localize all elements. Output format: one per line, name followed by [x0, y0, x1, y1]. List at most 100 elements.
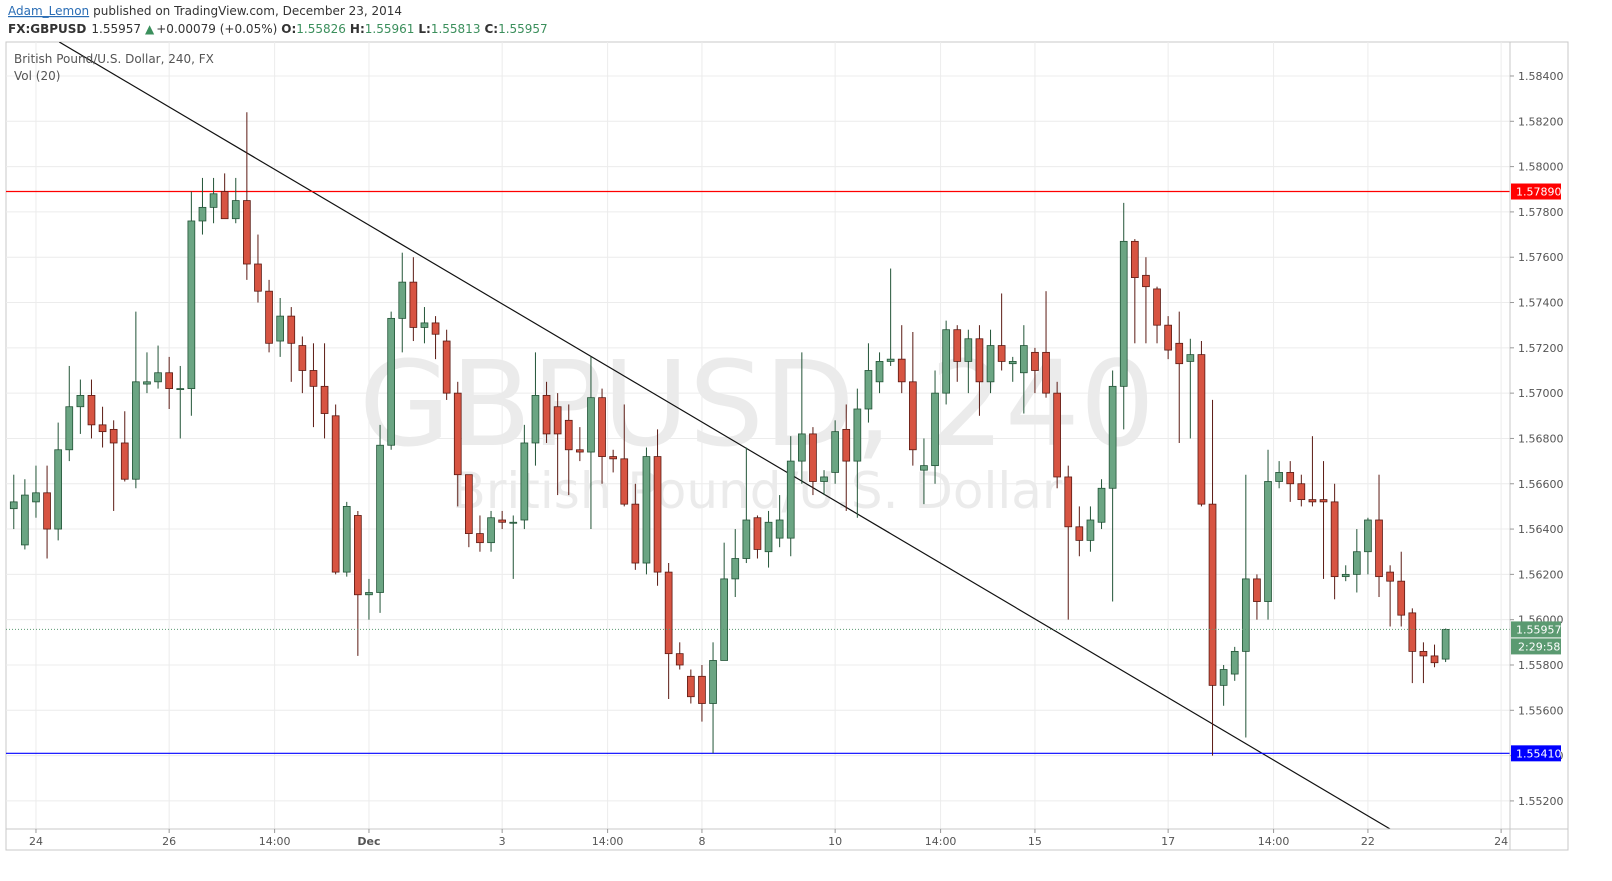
- y-tick-label: 1.58200: [1518, 115, 1564, 128]
- candle-body: [342, 506, 351, 573]
- ohlc-value: 1.55813: [431, 22, 481, 36]
- candle-body: [620, 458, 629, 505]
- candle-body: [931, 392, 939, 467]
- candle-body: [897, 358, 906, 383]
- x-tick-label: 14:00: [592, 835, 624, 848]
- y-tick-label: 1.56400: [1518, 523, 1564, 536]
- arrow: ▲: [145, 22, 155, 36]
- candle-body: [209, 193, 218, 208]
- watermark: British Pound/U.S. Dollar: [452, 462, 1063, 520]
- candle-body: [32, 492, 40, 503]
- candle-body: [1219, 669, 1228, 686]
- candle-body: [1319, 499, 1328, 503]
- candle-body: [476, 533, 484, 544]
- candle-body: [886, 358, 895, 362]
- candle-body: [354, 515, 362, 596]
- candle-body: [1019, 345, 1028, 374]
- candle-body: [1397, 580, 1406, 616]
- legend-title: British Pound/U.S. Dollar, 240, FX: [14, 52, 214, 66]
- candle-body: [875, 361, 884, 383]
- published: published on TradingView.com, December 2…: [93, 4, 402, 18]
- candle-body: [653, 456, 662, 573]
- candle-body: [498, 519, 506, 523]
- candle-body: [831, 431, 839, 473]
- y-tick-label: 1.57600: [1518, 251, 1564, 264]
- candle-body: [1341, 573, 1350, 578]
- candle-body: [1108, 385, 1117, 489]
- x-tick-label: 8: [698, 835, 705, 848]
- last-price-label: 1.55957: [1516, 623, 1562, 636]
- candle-body: [198, 206, 207, 222]
- candle-body: [387, 317, 395, 446]
- candle-body: [1441, 629, 1450, 660]
- ohlc-value: 1.55957: [498, 22, 548, 36]
- candle-body: [298, 345, 307, 371]
- candle-body: [853, 408, 862, 462]
- x-tick-label: 14:00: [259, 835, 291, 848]
- author[interactable]: Adam_Lemon: [8, 4, 89, 18]
- header-line-1: Adam_Lemon published on TradingView.com, …: [8, 4, 402, 18]
- candle-body: [376, 444, 384, 593]
- candle-body: [1286, 472, 1295, 485]
- grid: [6, 42, 1510, 829]
- candle-body: [287, 315, 296, 344]
- candle-body: [920, 465, 928, 471]
- candle-body: [1264, 481, 1272, 602]
- candle-body: [1364, 519, 1372, 553]
- x-tick-label: Dec: [357, 835, 380, 848]
- last-price-tag: [1511, 621, 1561, 638]
- candle-body: [1075, 526, 1084, 541]
- trendline: [58, 42, 1391, 829]
- candle-body: [1386, 571, 1394, 582]
- candle-body: [587, 397, 595, 453]
- candle-body: [109, 428, 118, 444]
- candle-body: [1031, 351, 1039, 371]
- x-tick-label: 17: [1161, 835, 1175, 848]
- candle-body: [87, 395, 96, 426]
- y-tick-label: 1.57800: [1518, 206, 1564, 219]
- x-tick-label: 26: [162, 835, 176, 848]
- candle-body: [154, 372, 162, 383]
- candle-body: [564, 419, 573, 451]
- candle-body: [576, 449, 584, 453]
- candle-body: [942, 329, 950, 394]
- candle-body: [1275, 472, 1283, 482]
- candle-body: [98, 424, 107, 433]
- candle-body: [54, 449, 63, 530]
- candle-body: [786, 460, 795, 539]
- candle-body: [1253, 578, 1261, 602]
- candle-body: [609, 456, 617, 460]
- candle-body: [631, 503, 640, 564]
- y-tick-label: 1.58400: [1518, 70, 1564, 83]
- candle-body: [165, 372, 174, 390]
- ohlc-label: L:: [418, 22, 430, 36]
- candle-body: [21, 494, 29, 546]
- ohlc-value: 1.55961: [365, 22, 415, 36]
- candle-body: [43, 492, 51, 530]
- y-tick-label: 1.57200: [1518, 342, 1564, 355]
- candle-body: [1042, 351, 1050, 394]
- candle-body: [775, 519, 784, 539]
- candle-body: [798, 433, 806, 462]
- candle-body: [542, 395, 551, 435]
- candle-body: [1164, 324, 1172, 351]
- candle-body: [764, 521, 773, 553]
- candle-body: [698, 675, 706, 704]
- header-line-2: FX:GBPUSD 1.55957 ▲ +0.00079 (+0.05%) O:1.55…: [8, 22, 548, 36]
- candle-body: [1230, 650, 1239, 675]
- plot: [6, 42, 1510, 829]
- x-tick-label: 10: [828, 835, 842, 848]
- candle-body: [709, 660, 717, 704]
- candle-body: [1419, 650, 1428, 657]
- candle-body: [842, 428, 851, 462]
- candle-body: [1142, 274, 1150, 288]
- candle-body: [1308, 499, 1317, 503]
- price-tag-label: 1.57890: [1516, 186, 1562, 199]
- candle-body: [243, 200, 251, 265]
- candle-body: [742, 519, 751, 559]
- y-tick-label: 1.57000: [1518, 387, 1564, 400]
- candle-body: [1330, 501, 1339, 578]
- candle-body: [143, 381, 151, 385]
- x-tick-label: 24: [29, 835, 43, 848]
